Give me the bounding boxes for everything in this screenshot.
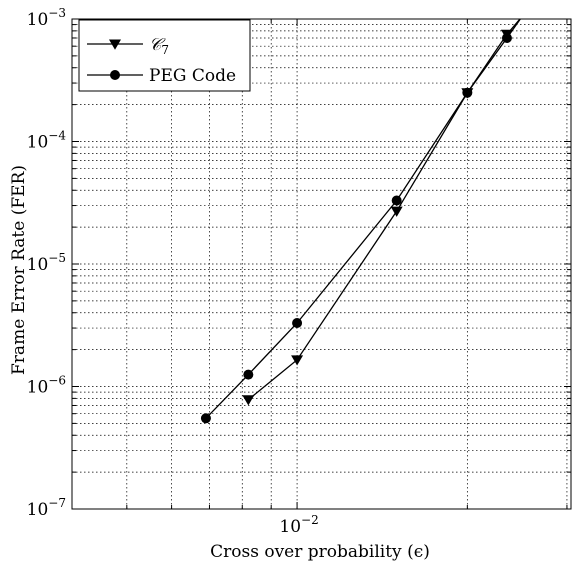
data-point-triangle	[242, 395, 255, 406]
y-tick-label: 10−6	[27, 374, 66, 398]
series-line	[205, 19, 522, 419]
y-tick-label: 10−7	[27, 496, 66, 520]
y-axis-title: Frame Error Rate (FER)	[9, 165, 29, 375]
legend-box	[78, 19, 251, 92]
legend-label-peg: PEG Code	[149, 66, 236, 86]
data-point-circle	[391, 195, 402, 206]
legend: 𝒞7 PEG Code	[78, 19, 251, 92]
data-point-circle	[243, 369, 254, 380]
data-point-circle	[200, 413, 211, 424]
y-tick-label: 10−4	[27, 129, 67, 153]
grid-lines	[72, 19, 571, 509]
data-point-circle	[462, 87, 473, 98]
y-tick-label: 10−5	[27, 251, 66, 275]
series-peg	[200, 19, 522, 424]
tick-labels: 10−7 10−6 10−5 10−4 10−3 10−2	[27, 6, 319, 537]
legend-marker-triangle	[109, 39, 121, 50]
legend-marker-circle	[110, 70, 120, 80]
x-axis-title: Cross over probability (ϵ)	[210, 542, 430, 562]
data-point-circle	[501, 32, 512, 43]
data-point-triangle	[291, 355, 304, 366]
series-layer	[200, 19, 522, 424]
data-point-circle	[292, 317, 303, 328]
x-tick-label: 10−2	[279, 513, 318, 537]
y-tick-label: 10−3	[27, 6, 66, 30]
data-point-triangle	[390, 206, 403, 217]
